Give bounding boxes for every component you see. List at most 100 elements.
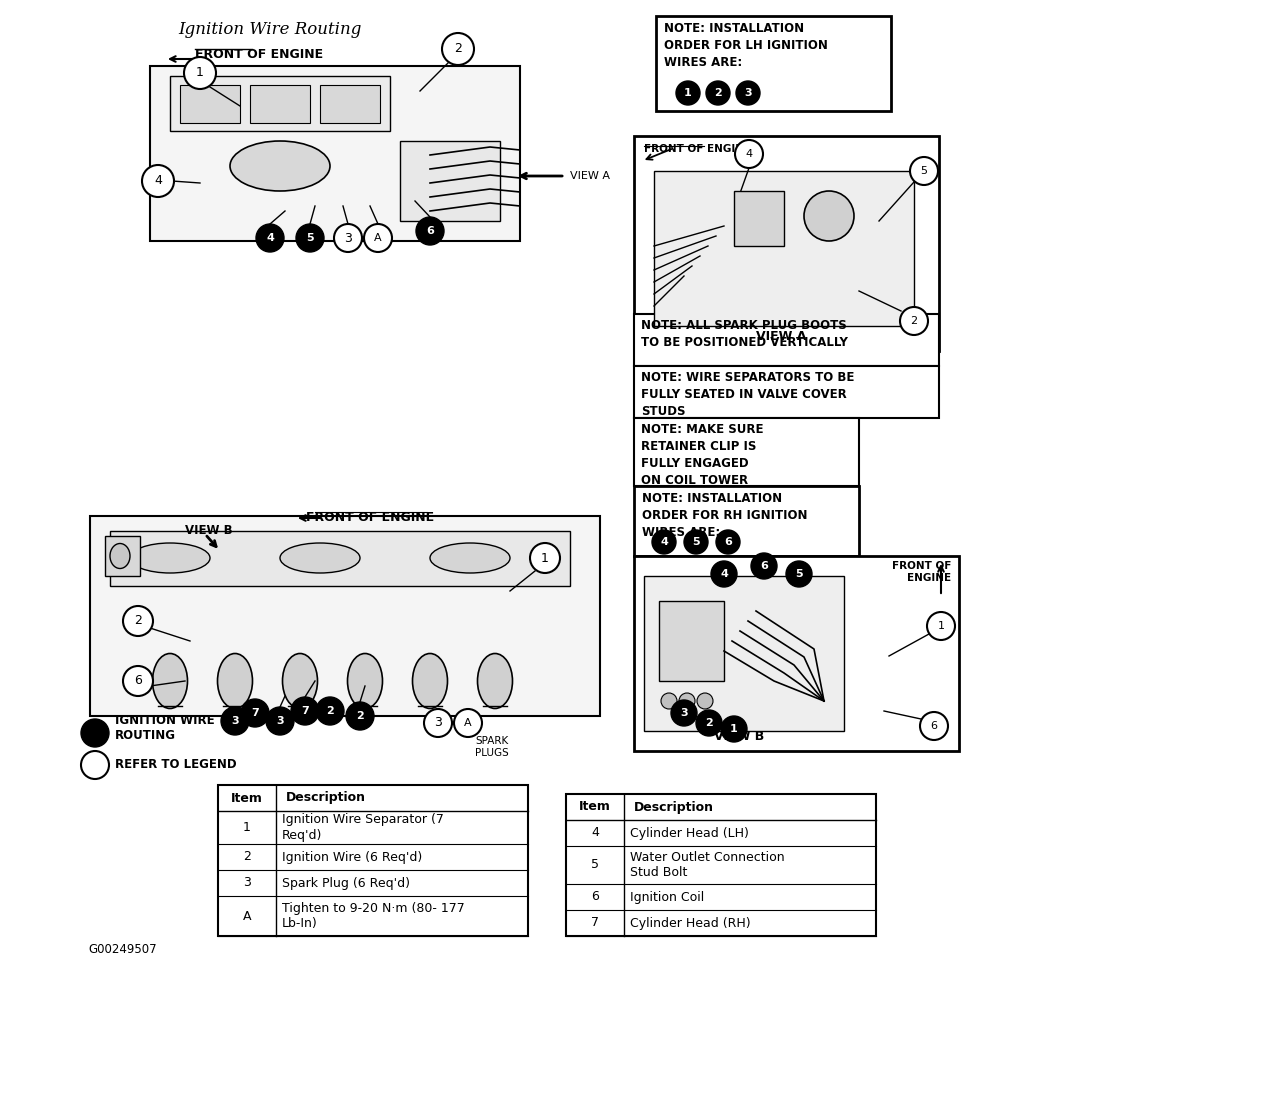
Circle shape [221,707,248,735]
Circle shape [416,217,444,246]
Text: 2: 2 [134,614,142,628]
Circle shape [910,157,938,186]
Text: 6: 6 [760,561,768,571]
Text: 4: 4 [720,569,728,579]
Bar [170,76,390,131]
Text: 1: 1 [541,551,549,564]
Text: Description: Description [286,791,366,804]
Text: 6: 6 [724,537,731,547]
Text: 4: 4 [266,233,274,243]
Circle shape [736,81,760,106]
Circle shape [81,751,108,779]
Text: IGNITION WIRE
ROUTING: IGNITION WIRE ROUTING [115,714,214,742]
Text: 3: 3 [276,715,284,725]
Circle shape [786,561,812,587]
Circle shape [752,553,777,579]
Text: G00249507: G00249507 [88,943,156,955]
Ellipse shape [153,653,188,709]
Bar [250,86,310,123]
Text: Tighten to 9-20 N·m (80- 177
Lb-In): Tighten to 9-20 N·m (80- 177 Lb-In) [282,902,465,930]
Circle shape [678,693,695,709]
Circle shape [142,166,174,197]
Text: 5: 5 [591,859,599,871]
Text: 5: 5 [921,166,928,176]
Text: Cylinder Head (RH): Cylinder Head (RH) [630,917,750,930]
Text: 1: 1 [195,67,204,80]
Text: 4: 4 [154,174,161,188]
Text: Description: Description [634,801,714,813]
Bar [566,794,876,935]
Text: 3: 3 [434,717,441,730]
Text: 2: 2 [705,718,712,728]
Bar [644,575,844,731]
Text: 3: 3 [344,231,352,244]
Text: 1: 1 [243,821,251,834]
Circle shape [184,57,216,89]
Text: VIEW B: VIEW B [185,524,232,537]
Text: 5: 5 [796,569,803,579]
Text: Spark Plug (6 Req'd): Spark Plug (6 Req'd) [282,877,410,890]
Text: A: A [243,910,251,922]
Text: NOTE: WIRE SEPARATORS TO BE
FULLY SEATED IN VALVE COVER
STUDS: NOTE: WIRE SEPARATORS TO BE FULLY SEATED… [641,371,855,418]
Circle shape [346,702,375,730]
Text: NOTE: MAKE SURE
RETAINER CLIP IS
FULLY ENGAGED
ON COIL TOWER: NOTE: MAKE SURE RETAINER CLIP IS FULLY E… [641,423,763,487]
Ellipse shape [348,653,382,709]
Circle shape [291,697,319,725]
Circle shape [241,699,269,727]
Text: 2: 2 [243,851,251,863]
Text: 1: 1 [730,724,738,734]
Text: SPARK
PLUGS: SPARK PLUGS [475,735,508,758]
Text: 2: 2 [454,42,462,56]
Bar [634,136,939,351]
Circle shape [317,697,344,725]
Text: Ignition Wire Separator (7
Req'd): Ignition Wire Separator (7 Req'd) [282,813,444,842]
Ellipse shape [217,653,252,709]
Circle shape [364,224,392,252]
Text: 1: 1 [685,88,692,98]
Text: 7: 7 [301,705,309,715]
Bar [90,516,600,715]
Text: 5: 5 [306,233,314,243]
Ellipse shape [430,543,509,573]
Circle shape [921,712,948,740]
Ellipse shape [412,653,448,709]
Text: 3: 3 [744,88,752,98]
Circle shape [443,33,474,66]
Text: FRONT OF ENGINE: FRONT OF ENGINE [195,48,323,61]
Circle shape [805,191,854,241]
Circle shape [81,719,108,747]
Circle shape [530,543,560,573]
Text: 3: 3 [243,877,251,890]
Text: 3: 3 [680,708,687,718]
Circle shape [697,693,712,709]
Text: NOTE: INSTALLATION
ORDER FOR LH IGNITION
WIRES ARE:: NOTE: INSTALLATION ORDER FOR LH IGNITION… [665,22,828,69]
Circle shape [256,224,284,252]
Text: Water Outlet Connection
Stud Bolt: Water Outlet Connection Stud Bolt [630,851,784,879]
Circle shape [671,700,697,725]
Text: VIEW A: VIEW A [570,171,610,181]
Bar [110,531,570,585]
Text: 7: 7 [251,708,259,718]
Ellipse shape [280,543,359,573]
Text: VIEW A: VIEW A [757,330,806,343]
Bar [320,86,380,123]
Text: 7: 7 [591,917,599,930]
Text: VIEW B: VIEW B [714,730,764,743]
Circle shape [683,530,707,554]
Text: NOTE: ALL SPARK PLUG BOOTS
TO BE POSITIONED VERTICALLY: NOTE: ALL SPARK PLUG BOOTS TO BE POSITIO… [641,319,847,349]
Circle shape [124,665,153,695]
Text: 2: 2 [714,88,721,98]
Text: 6: 6 [426,226,434,236]
Circle shape [661,693,677,709]
Text: 2: 2 [910,316,918,326]
Bar [660,601,724,681]
Text: Cylinder Head (LH): Cylinder Head (LH) [630,827,749,840]
Circle shape [927,612,955,640]
Bar [218,785,528,935]
Text: 5: 5 [692,537,700,547]
Text: Item: Item [231,791,264,804]
Text: 4: 4 [660,537,668,547]
Text: 6: 6 [591,891,599,903]
Bar [634,418,859,486]
Ellipse shape [282,653,318,709]
